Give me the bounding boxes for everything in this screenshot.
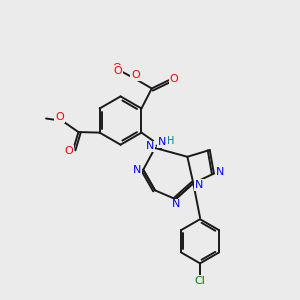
Text: H: H [167,136,175,146]
Text: Cl: Cl [195,276,206,286]
Text: N: N [146,142,154,152]
Text: O: O [64,146,74,156]
Text: O: O [169,74,178,84]
Text: N: N [194,180,203,190]
Text: O: O [112,63,121,73]
Text: N: N [171,200,180,209]
Text: O: O [131,70,140,80]
Text: N: N [158,137,166,147]
Text: O: O [170,74,178,84]
Text: O: O [131,70,140,80]
Text: N: N [216,167,225,177]
Text: N: N [133,165,142,175]
Text: O: O [113,66,122,76]
Text: O: O [55,112,64,122]
